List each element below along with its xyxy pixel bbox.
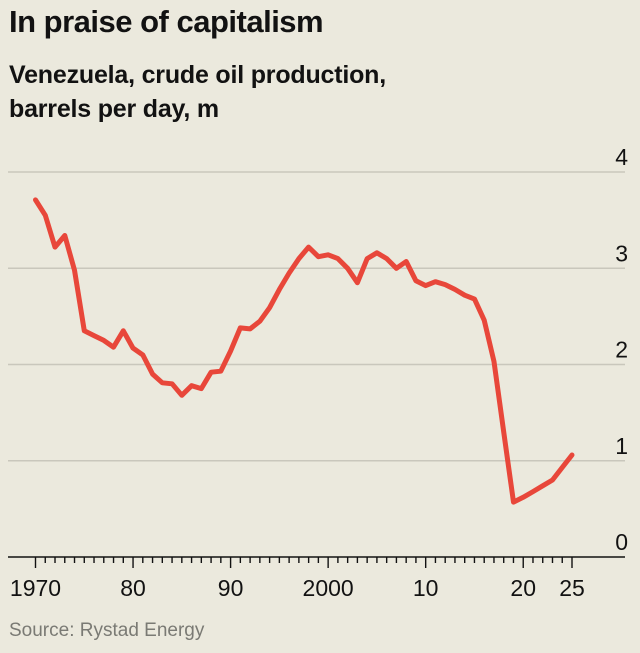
gridlines [8,171,625,462]
x-tick-label-10: 10 [413,575,439,601]
x-tick-label-80: 80 [120,575,146,601]
x-tick-label-1970: 1970 [10,575,61,601]
subtitle-line-1: Venezuela, crude oil production, [9,61,386,89]
x-tick-label-25: 25 [559,575,585,601]
x-tick-label-20: 20 [510,575,536,601]
x-axis [8,556,625,568]
source-note: Source: Rystad Energy [9,620,205,641]
y-tick-label-2: 2 [615,337,628,363]
x-tick-label-90: 90 [218,575,244,601]
y-tick-label-0: 0 [615,529,628,555]
y-axis-tick-labels: 0 1 2 3 4 [615,144,628,555]
x-tick-label-2000: 2000 [303,575,354,601]
series-line-0 [33,197,575,505]
chart-title: In praise of capitalism [9,4,324,39]
y-tick-label-3: 3 [615,240,628,266]
y-tick-label-1: 1 [615,433,628,459]
series-layer [33,197,575,505]
y-tick-label-4: 4 [615,144,628,170]
chart-subtitle: Venezuela, crude oil production, barrels… [9,58,386,126]
x-axis-tick-labels: 1970 80 90 2000 10 20 25 [10,575,585,601]
subtitle-line-2: barrels per day, m [9,95,219,123]
